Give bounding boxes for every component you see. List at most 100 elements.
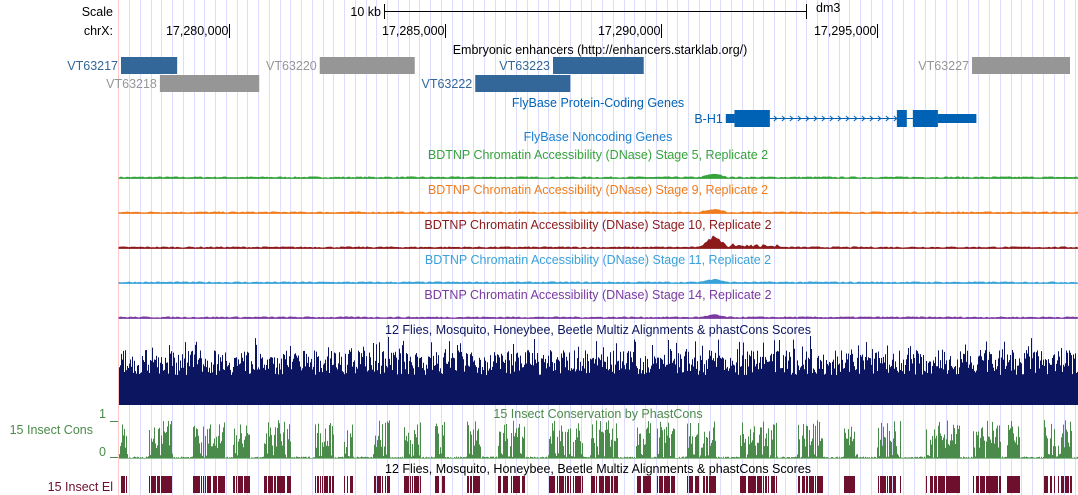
conserved-element[interactable] bbox=[214, 476, 215, 493]
conserved-element[interactable] bbox=[550, 476, 551, 493]
conserved-element[interactable] bbox=[568, 476, 569, 493]
conserved-element[interactable] bbox=[617, 476, 618, 493]
conserved-element[interactable] bbox=[592, 476, 593, 493]
conserved-element[interactable] bbox=[957, 476, 958, 493]
conserved-element[interactable] bbox=[444, 476, 445, 493]
conserved-element[interactable] bbox=[272, 476, 273, 493]
conserved-element[interactable] bbox=[209, 476, 210, 493]
conserved-element[interactable] bbox=[389, 476, 390, 493]
conserved-element[interactable] bbox=[848, 476, 849, 493]
conserved-element[interactable] bbox=[159, 476, 160, 493]
conserved-element[interactable] bbox=[818, 476, 819, 493]
conserved-element[interactable] bbox=[511, 476, 512, 493]
dnase-track-title[interactable]: BDTNP Chromatin Accessibility (DNase) St… bbox=[428, 148, 768, 162]
gene-label[interactable]: B-H1 bbox=[694, 112, 723, 126]
conserved-element[interactable] bbox=[637, 476, 638, 493]
conserved-element[interactable] bbox=[123, 476, 124, 493]
conserved-element[interactable] bbox=[563, 476, 564, 493]
conserved-element[interactable] bbox=[712, 476, 713, 493]
conserved-element[interactable] bbox=[804, 476, 805, 493]
enhancer-VT63217[interactable] bbox=[121, 57, 178, 74]
conserved-element[interactable] bbox=[810, 476, 811, 493]
conserved-element[interactable] bbox=[221, 476, 222, 493]
conserved-element[interactable] bbox=[669, 476, 670, 493]
conserved-element[interactable] bbox=[880, 476, 881, 493]
conserved-element[interactable] bbox=[476, 476, 477, 493]
conserved-element[interactable] bbox=[198, 476, 199, 493]
conserved-element[interactable] bbox=[282, 476, 283, 493]
conserved-element[interactable] bbox=[216, 476, 217, 493]
enhancer-VT63227[interactable] bbox=[972, 57, 1070, 74]
conserved-element[interactable] bbox=[614, 476, 615, 493]
conserved-element[interactable] bbox=[170, 476, 171, 493]
dnase-tracks[interactable]: BDTNP Chromatin Accessibility (DNase) St… bbox=[118, 148, 1078, 319]
gene-b-h1[interactable]: B-H1 bbox=[694, 110, 977, 127]
conserved-element[interactable] bbox=[325, 476, 326, 493]
conserved-element[interactable] bbox=[817, 476, 818, 493]
conserved-element[interactable] bbox=[149, 476, 150, 493]
conserved-element[interactable] bbox=[987, 476, 988, 493]
conserved-element[interactable] bbox=[1008, 476, 1009, 493]
conserved-element[interactable] bbox=[374, 476, 375, 493]
conserved-element[interactable] bbox=[1045, 476, 1046, 493]
conserved-element[interactable] bbox=[616, 476, 617, 493]
conserved-element[interactable] bbox=[205, 476, 206, 493]
conserved-element[interactable] bbox=[264, 476, 265, 493]
dnase-track-title[interactable]: BDTNP Chromatin Accessibility (DNase) St… bbox=[428, 183, 768, 197]
conserved-element[interactable] bbox=[811, 476, 812, 493]
conserved-element[interactable] bbox=[952, 476, 953, 493]
conserved-element[interactable] bbox=[523, 476, 524, 493]
conserved-element[interactable] bbox=[161, 476, 162, 493]
conserved-element[interactable] bbox=[318, 476, 319, 493]
conserved-element[interactable] bbox=[692, 476, 693, 493]
conserved-element[interactable] bbox=[612, 476, 613, 493]
conserved-element[interactable] bbox=[936, 476, 937, 493]
conserved-element[interactable] bbox=[322, 476, 323, 493]
conserved-element[interactable] bbox=[755, 476, 756, 493]
conserved-element[interactable] bbox=[958, 476, 959, 493]
dnase-signal[interactable] bbox=[118, 173, 1078, 179]
conserved-element[interactable] bbox=[994, 476, 995, 493]
conserved-element[interactable] bbox=[602, 476, 603, 493]
conserved-element[interactable] bbox=[931, 476, 932, 493]
conserved-element[interactable] bbox=[674, 476, 675, 493]
conserved-element[interactable] bbox=[567, 476, 568, 493]
conserved-element[interactable] bbox=[1058, 476, 1059, 493]
conserved-element[interactable] bbox=[415, 476, 416, 493]
conserved-element[interactable] bbox=[844, 476, 845, 493]
conserved-element[interactable] bbox=[751, 476, 752, 493]
conserved-element[interactable] bbox=[283, 476, 284, 493]
conserved-element[interactable] bbox=[885, 476, 886, 493]
conserved-element[interactable] bbox=[477, 476, 478, 493]
conserved-element[interactable] bbox=[332, 476, 333, 493]
conserved-element[interactable] bbox=[167, 476, 168, 493]
conserved-element[interactable] bbox=[506, 476, 507, 493]
conserved-element[interactable] bbox=[166, 476, 167, 493]
conserved-element[interactable] bbox=[320, 476, 321, 493]
conserved-element[interactable] bbox=[664, 476, 665, 493]
elements-track-title[interactable]: 12 Flies, Mosquito, Honeybee, Beetle Mul… bbox=[385, 462, 811, 476]
conserved-element[interactable] bbox=[514, 476, 515, 493]
conserved-element[interactable] bbox=[418, 476, 419, 493]
conserved-element[interactable] bbox=[703, 476, 704, 493]
conserved-element[interactable] bbox=[168, 476, 169, 493]
conserved-element[interactable] bbox=[317, 476, 318, 493]
conserved-element[interactable] bbox=[944, 476, 945, 493]
conserved-element[interactable] bbox=[1047, 476, 1048, 493]
conserved-element[interactable] bbox=[932, 476, 933, 493]
conserved-element[interactable] bbox=[772, 476, 773, 493]
conserved-element[interactable] bbox=[611, 476, 612, 493]
conserved-element[interactable] bbox=[600, 476, 601, 493]
conserved-element[interactable] bbox=[981, 476, 982, 493]
conserved-element[interactable] bbox=[351, 476, 352, 493]
conserved-element[interactable] bbox=[992, 476, 993, 493]
conserved-element[interactable] bbox=[284, 476, 285, 493]
conserved-element[interactable] bbox=[765, 476, 766, 493]
dnase-track-title[interactable]: BDTNP Chromatin Accessibility (DNase) St… bbox=[425, 253, 771, 267]
conserved-element[interactable] bbox=[949, 476, 950, 493]
conserved-element[interactable] bbox=[1063, 476, 1064, 493]
conserved-element[interactable] bbox=[578, 476, 579, 493]
conserved-element[interactable] bbox=[416, 476, 417, 493]
conserved-element[interactable] bbox=[754, 476, 755, 493]
conserved-element[interactable] bbox=[993, 476, 994, 493]
